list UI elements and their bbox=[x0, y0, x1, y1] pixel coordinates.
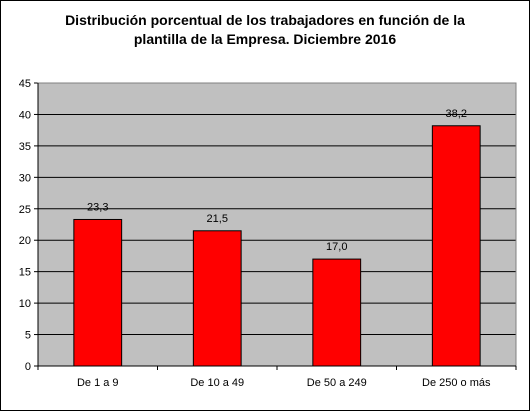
bar bbox=[73, 218, 123, 367]
y-tick-label: 45 bbox=[19, 78, 31, 90]
data-label: 38,2 bbox=[446, 108, 467, 120]
category-label: De 10 a 49 bbox=[190, 377, 244, 389]
bar bbox=[431, 125, 481, 367]
y-tick-label: 40 bbox=[19, 109, 31, 121]
y-tick-label: 25 bbox=[19, 204, 31, 216]
bar bbox=[312, 258, 362, 367]
category-label: De 50 a 249 bbox=[307, 377, 367, 389]
category-label: De 1 a 9 bbox=[77, 377, 119, 389]
data-label: 17,0 bbox=[326, 241, 347, 253]
data-label: 21,5 bbox=[207, 213, 228, 225]
category-label: De 250 o más bbox=[422, 377, 491, 389]
chart-title-line-1: Distribución porcentual de los trabajado… bbox=[65, 12, 465, 28]
chart-title: Distribución porcentual de los trabajado… bbox=[1, 11, 529, 49]
chart-title-line-2: plantilla de la Empresa. Diciembre 2016 bbox=[133, 31, 397, 47]
bar bbox=[192, 230, 242, 367]
y-tick-label: 15 bbox=[19, 267, 31, 279]
y-tick-label: 5 bbox=[25, 330, 31, 342]
y-tick-label: 35 bbox=[19, 141, 31, 153]
y-tick-label: 10 bbox=[19, 298, 31, 310]
y-tick-label: 0 bbox=[25, 361, 31, 373]
y-tick-label: 30 bbox=[19, 172, 31, 184]
data-label: 23,3 bbox=[87, 201, 108, 213]
y-tick-label: 20 bbox=[19, 235, 31, 247]
